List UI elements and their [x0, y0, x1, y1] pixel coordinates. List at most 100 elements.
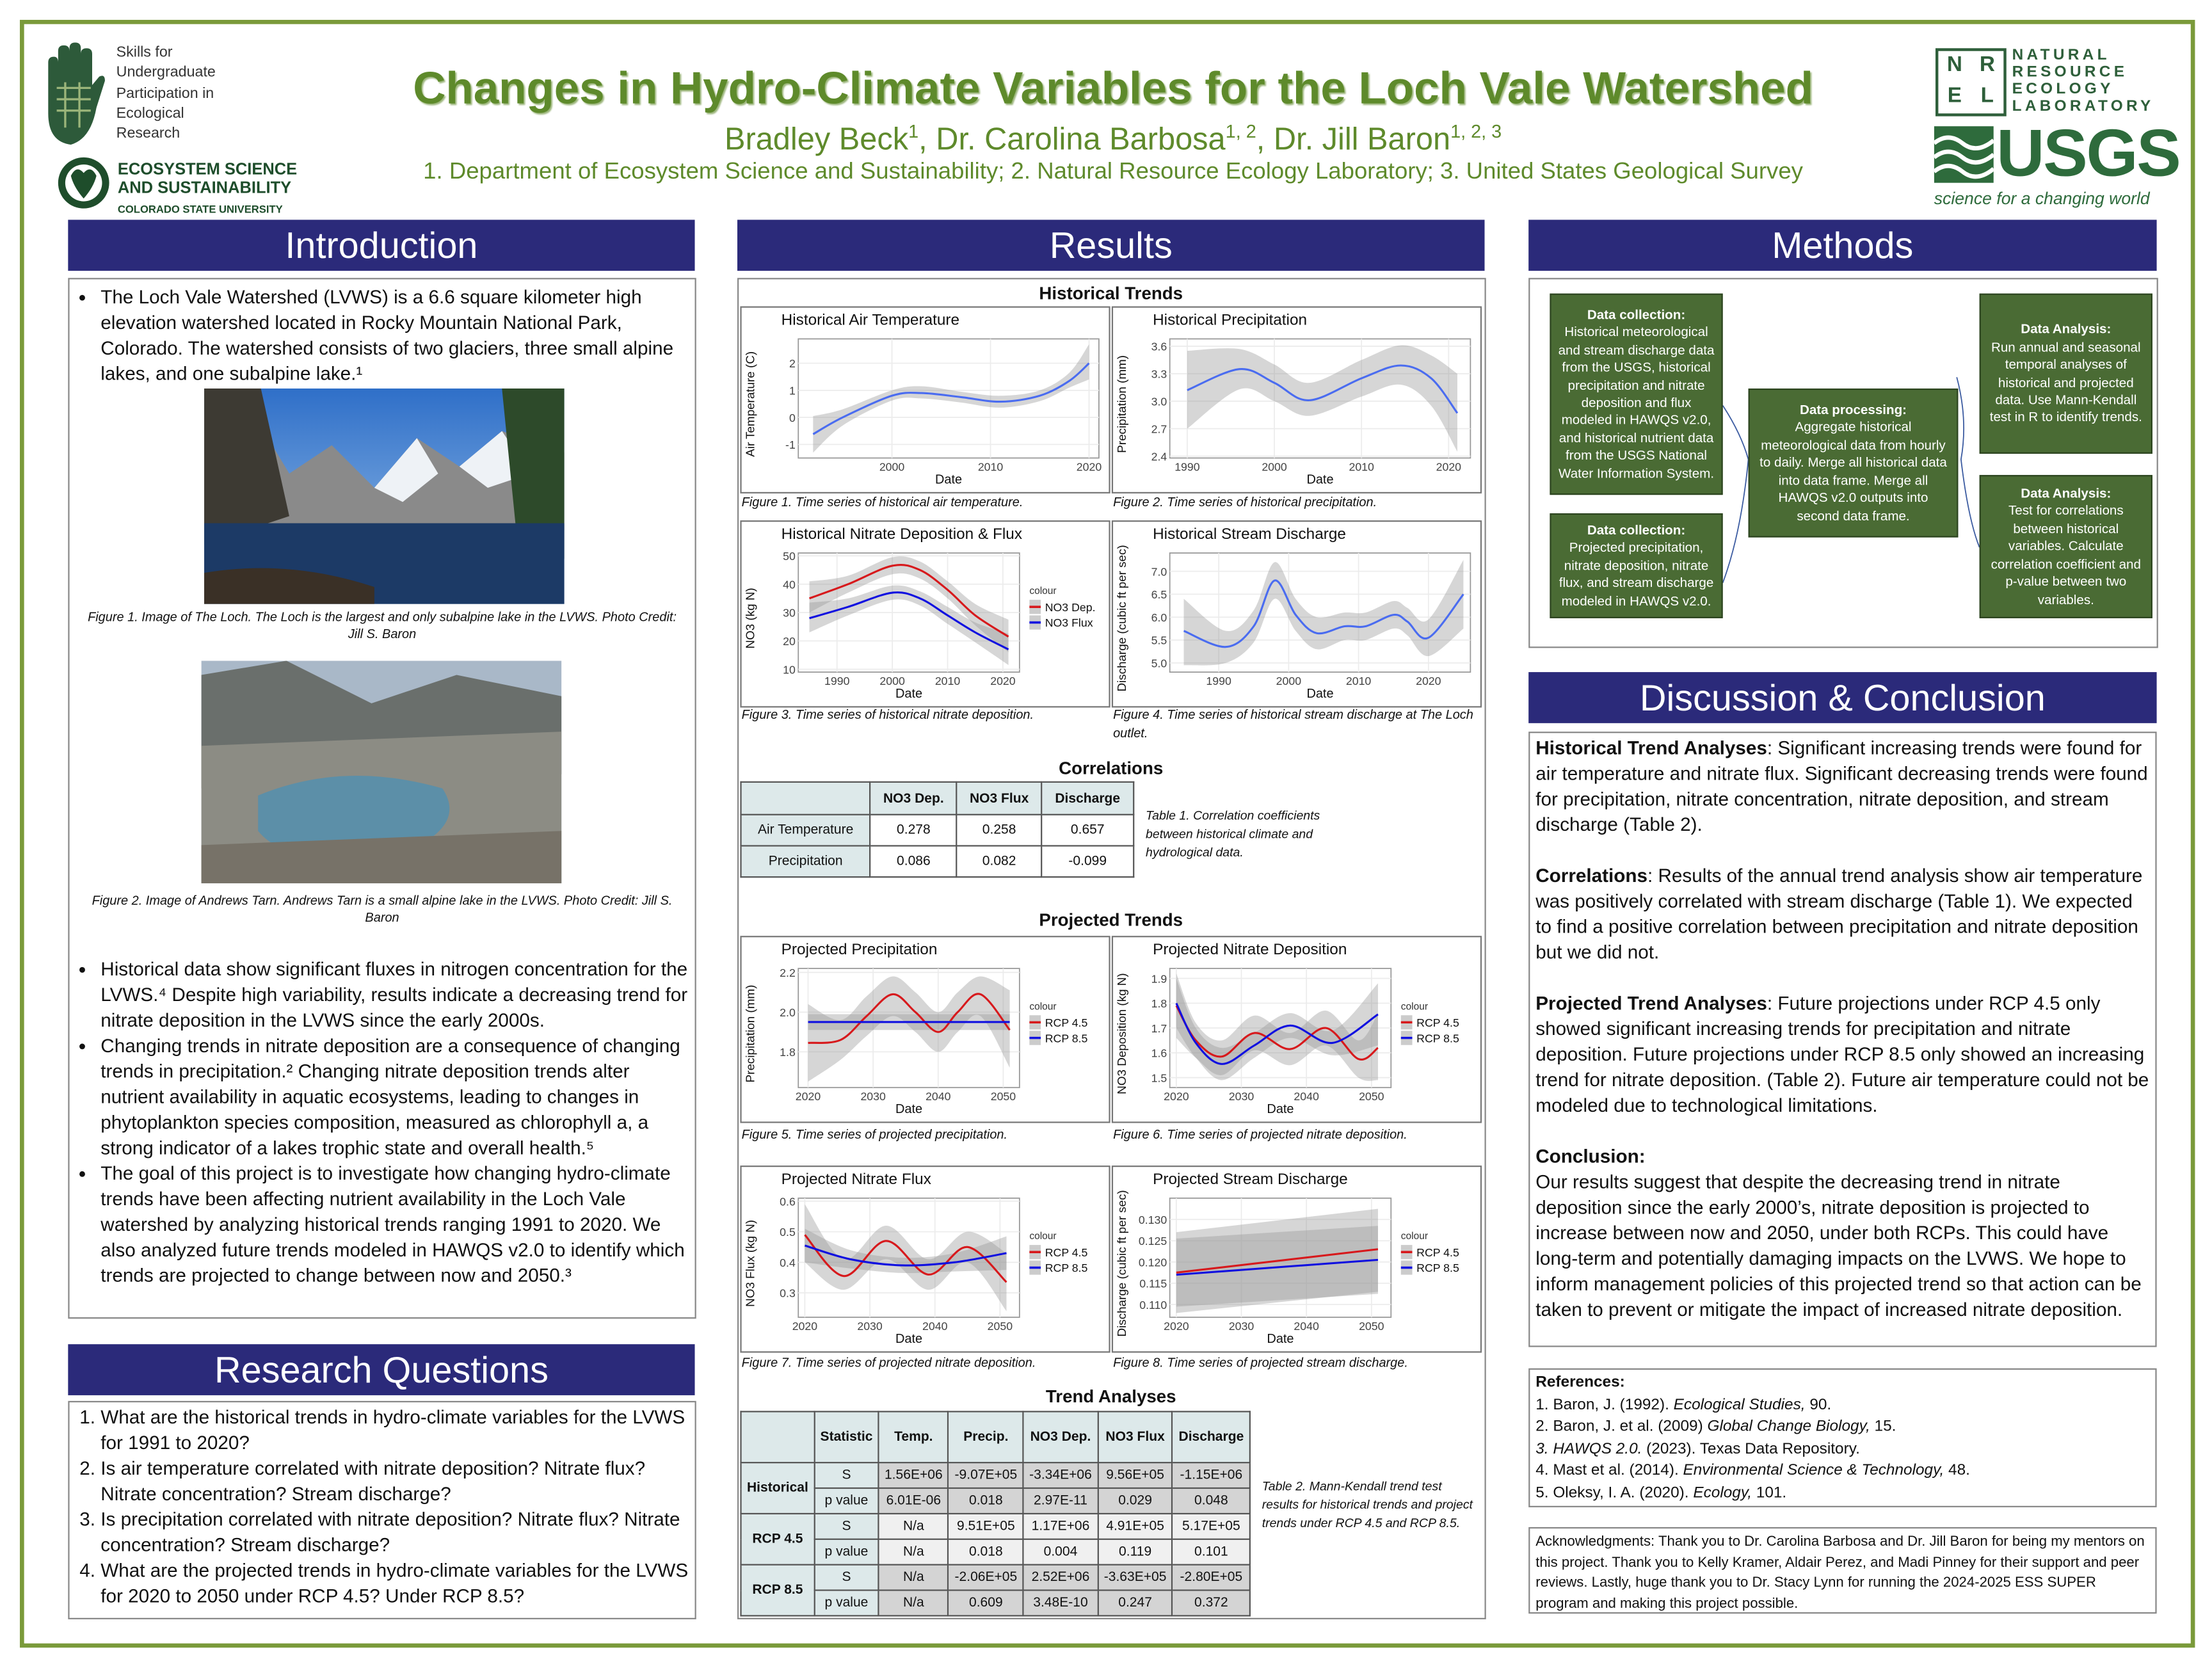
x-tick-label: 2020: [1164, 1090, 1189, 1103]
series-line-no3-flux: [809, 591, 1009, 651]
figure-caption: Figure 5. Time series of projected preci…: [741, 1127, 1008, 1142]
x-tick-label: 2040: [1294, 1320, 1319, 1333]
figure-caption: Figure 7. Time series of projected nitra…: [741, 1355, 1036, 1370]
x-tick-label: 2050: [1359, 1320, 1384, 1333]
y-tick-label: 0.130: [1139, 1214, 1167, 1226]
y-axis-label: Air Temperature (C): [744, 351, 757, 457]
y-tick-label: 1.7: [1151, 1022, 1167, 1035]
x-tick-label: 2030: [1229, 1090, 1254, 1103]
x-tick-label: 2000: [879, 461, 905, 474]
y-tick-label: 0.5: [780, 1226, 796, 1238]
y-axis-label: Precipitation (mm): [744, 985, 757, 1083]
y-tick-label: 0.4: [780, 1256, 796, 1269]
x-tick-label: 2040: [922, 1320, 948, 1333]
legend-title: colour: [1401, 1001, 1428, 1012]
loch-lake-photo: [204, 389, 565, 604]
y-tick-label: 1.9: [1151, 972, 1167, 985]
y-tick-label: 2.2: [780, 966, 796, 979]
y-axis-label: NO3 (kg N): [744, 588, 757, 648]
confidence-band: [805, 1204, 1007, 1311]
references-panel: References: 1. Baron, J. (1992). Ecologi…: [1528, 1368, 2157, 1507]
y-tick-label: 5.0: [1151, 657, 1167, 669]
legend-label: RCP 8.5: [1045, 1262, 1088, 1274]
figure1-caption: Figure 1. Image of The Loch. The Loch is…: [88, 609, 677, 641]
y-axis-label: NO3 Deposition (kg N): [1115, 973, 1128, 1094]
x-tick-label: 1990: [1174, 461, 1200, 474]
chart-projected-precipitation: Projected Precipitation 2020 2030 2040 2050 1…: [740, 936, 1110, 1123]
series-line-trend: [1187, 364, 1459, 414]
figure-caption: Figure 4. Time series of historical stre…: [1113, 707, 1473, 741]
series-line-no3-dep-: [809, 563, 1009, 638]
usgs-wave-icon: [1934, 126, 1994, 183]
y-tick-label: 1.8: [1151, 997, 1167, 1010]
x-tick-label: 2030: [857, 1320, 883, 1333]
table-row: Historical S 1.56E+06 -9.07E+05 -3.34E+06 9.5…: [740, 1462, 1251, 1515]
x-tick-label: 2050: [1359, 1090, 1384, 1103]
series-line-rcp-4-5: [1176, 1248, 1379, 1274]
x-axis-label: Date: [1267, 1102, 1294, 1116]
chart-title: Projected Precipitation: [781, 941, 938, 958]
plot-area: [1169, 552, 1471, 673]
y-tick-label: 2.0: [780, 1006, 796, 1019]
y-tick-label: 1.5: [1151, 1071, 1167, 1084]
plot-area: [797, 968, 1020, 1089]
y-tick-label: 0.6: [780, 1195, 796, 1208]
x-axis-label: Date: [895, 687, 922, 701]
series-line-rcp-8-5: [1176, 1258, 1379, 1276]
discussion-paragraph: Historical Trend Analyses: Significant i…: [1535, 737, 2148, 835]
series-line-rcp-4-5: [808, 993, 1011, 1044]
x-tick-label: 2000: [1276, 675, 1302, 687]
legend-label: RCP 8.5: [1416, 1032, 1459, 1045]
series-line-rcp-8-5: [1175, 1002, 1379, 1065]
table-row: Precipitation 0.086 0.082 -0.099: [740, 845, 1135, 878]
legend-label: RCP 4.5: [1416, 1016, 1459, 1029]
series-line-rcp-8-5: [804, 1244, 1007, 1267]
series-line-trend: [1183, 579, 1464, 648]
table-row: p value 6.01E-06 0.018 2.97E-11 0.029 0.048: [741, 1487, 1251, 1515]
methods-heading: Methods: [1528, 220, 2157, 271]
chart-title: Historical Precipitation: [1153, 311, 1307, 328]
legend-label: RCP 8.5: [1045, 1032, 1088, 1045]
x-tick-label: 2040: [926, 1090, 951, 1103]
x-tick-label: 2030: [1229, 1320, 1254, 1333]
x-axis-label: Date: [895, 1102, 922, 1116]
x-tick-label: 2010: [1346, 675, 1372, 687]
super-hand-logo-icon: [48, 42, 105, 145]
y-tick-label: 5.5: [1151, 634, 1167, 647]
trend-analyses-heading: Trend Analyses: [1045, 1386, 1176, 1407]
y-tick-label: 1: [789, 384, 796, 397]
chart-title: Projected Nitrate Deposition: [1153, 941, 1347, 958]
x-tick-label: 2020: [796, 1090, 821, 1103]
chart-title: Projected Stream Discharge: [1153, 1171, 1348, 1188]
nrel-logo-text: NATURAL RESOURCE ECOLOGY LABORATORY: [2012, 47, 2154, 115]
x-tick-label: 2050: [988, 1320, 1013, 1333]
x-tick-label: 2020: [1436, 461, 1462, 474]
x-tick-label: 2020: [990, 675, 1016, 687]
question-item: What are the projected trends in hydro-c…: [100, 1559, 694, 1610]
x-tick-label: 2010: [935, 675, 961, 687]
historical-trends-heading: Historical Trends: [1039, 284, 1183, 304]
correlation-table: NO3 Dep. NO3 Flux Discharge Air Temperatur…: [740, 781, 1135, 878]
y-axis-label: Discharge (cubic ft per sec): [1115, 1190, 1128, 1336]
reference-item: 1. Baron, J. (1992). Ecological Studies,…: [1535, 1396, 1832, 1413]
series-line-rcp-4-5: [1175, 1005, 1379, 1061]
legend-label: RCP 4.5: [1045, 1246, 1088, 1259]
y-tick-label: 3.6: [1151, 341, 1167, 353]
reference-item: 3. HAWQS 2.0. (2023). Texas Data Reposit…: [1535, 1439, 1860, 1457]
x-tick-label: 2050: [991, 1090, 1016, 1103]
x-tick-label: 2030: [860, 1090, 886, 1103]
x-tick-label: 1990: [824, 675, 850, 687]
question-item: What are the historical trends in hydro-…: [100, 1405, 694, 1456]
author-list: Bradley Beck1, Dr. Carolina Barbosa1, 2,…: [724, 120, 1502, 157]
confidence-band: [808, 976, 1010, 1082]
flow-connector-icon: [1722, 377, 1980, 583]
x-axis-label: Date: [1267, 1332, 1294, 1346]
figure-caption: Figure 2. Time series of historical prec…: [1113, 495, 1377, 509]
y-tick-label: 1.6: [1151, 1047, 1167, 1060]
y-tick-label: 0.120: [1139, 1256, 1167, 1269]
legend-label: NO3 Dep.: [1045, 601, 1096, 614]
x-tick-label: 1990: [1206, 675, 1231, 687]
y-tick-label: 3.0: [1151, 395, 1167, 408]
x-tick-label: 2000: [1262, 461, 1287, 474]
